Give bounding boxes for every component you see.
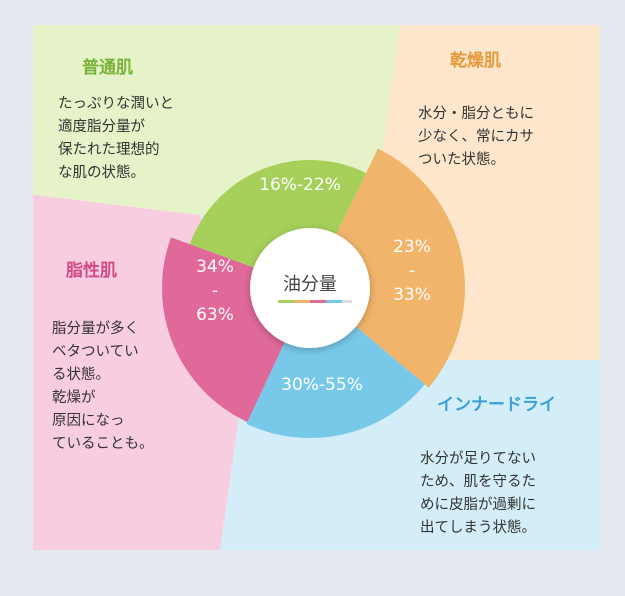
quadrant-description: 保たれた理想的 [58, 141, 160, 158]
range-label: 30%-55% [281, 375, 363, 395]
quadrant-description: めに皮脂が過剰に [420, 496, 536, 513]
quadrant-description: 乾燥が [52, 389, 96, 406]
quadrant-title: 普通肌 [82, 57, 133, 78]
bar [294, 300, 310, 303]
quadrant-description: 出てしまう状態。 [420, 519, 536, 536]
center-label: 油分量 [283, 274, 337, 295]
range-label: 33% [393, 285, 431, 305]
range-label: 23% [393, 237, 431, 257]
bar [278, 300, 294, 303]
range-label: 34% [196, 257, 234, 277]
quadrant-description: たっぷりな潤いと [58, 95, 174, 112]
donut-segment [246, 325, 425, 438]
quadrant-description: ていることも。 [52, 435, 154, 452]
range-label: 63% [196, 305, 234, 325]
donut [161, 148, 465, 438]
quadrant-description: ため、肌を守るた [420, 473, 536, 490]
quadrant-description: 適度脂分量が [58, 117, 145, 135]
quadrant-description: 原因になっ [52, 412, 125, 429]
bar [326, 300, 342, 303]
range-label: - [212, 281, 218, 301]
quadrant-title: 脂性肌 [66, 260, 117, 281]
quadrant-description: 水分・脂分ともに [418, 105, 534, 122]
donut-segment [161, 237, 286, 423]
quadrant-title: インナードライ [437, 395, 556, 415]
quadrant-description: る状態。 [52, 366, 110, 383]
quadrant-description: 水分が足りてない [420, 450, 536, 467]
donut-segment [189, 160, 367, 269]
quadrant-title: 乾燥肌 [450, 50, 501, 71]
range-label: - [409, 261, 415, 281]
quadrant-description: 脂分量が多く [52, 320, 139, 337]
quadrant-description: な肌の状態。 [58, 164, 145, 181]
donut-segment [335, 148, 465, 388]
bar [310, 300, 326, 303]
quadrant-description: ついた状態。 [418, 151, 505, 168]
bar [342, 300, 352, 303]
quadrant-description: ベタついてい [52, 343, 139, 360]
quadrant-description: 少なく、常にカサ [418, 128, 534, 145]
center-circle [250, 228, 370, 348]
range-label: 16%-22% [259, 175, 341, 195]
